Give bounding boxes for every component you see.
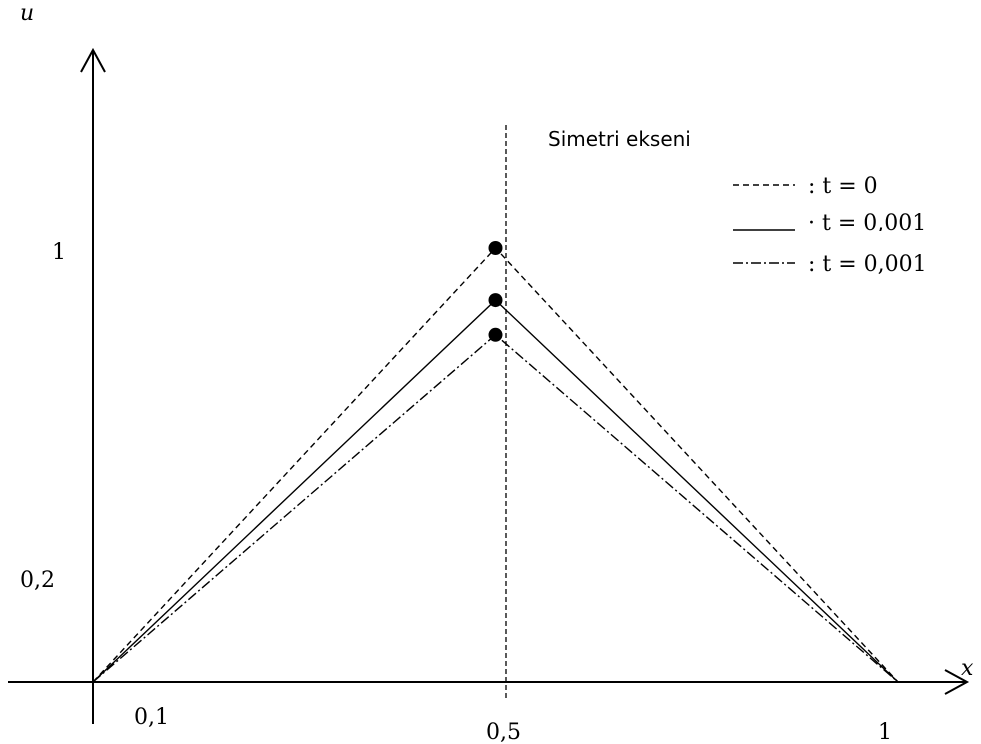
legend-label: : t = 0,001 bbox=[808, 252, 927, 277]
y-axis-arrow-icon bbox=[80, 47, 106, 73]
series-line-t0 bbox=[92, 246, 899, 683]
series-line-t0001-dashdot bbox=[92, 333, 899, 683]
y-tick-label: 0,2 bbox=[20, 568, 55, 593]
x-axis-label: x bbox=[961, 656, 974, 681]
legend: : t = 0 · t = 0,001 : t = 0,001 bbox=[733, 174, 927, 277]
symmetry-axis-label: Simetri ekseni bbox=[548, 127, 691, 151]
legend-clip-mask bbox=[800, 231, 960, 241]
x-tick-label: 0,1 bbox=[134, 705, 169, 730]
x-tick-label: 0,5 bbox=[486, 720, 521, 744]
peak-marker bbox=[488, 293, 503, 308]
peak-marker bbox=[488, 241, 503, 255]
peak-marker bbox=[488, 327, 503, 342]
series-line-t0001-solid bbox=[92, 299, 899, 683]
y-tick-label: 1 bbox=[52, 240, 66, 265]
x-tick-label: 1 bbox=[878, 720, 892, 744]
x-axis-arrow-icon bbox=[944, 669, 970, 695]
y-axis-label: u bbox=[20, 1, 34, 26]
legend-label: : t = 0 bbox=[808, 174, 878, 199]
